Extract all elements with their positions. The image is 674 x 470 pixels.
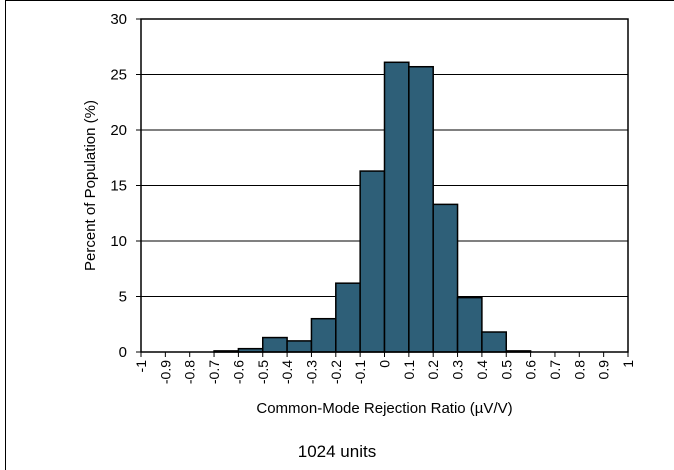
y-axis-ticks: 0 5 10 15 20 25 30 xyxy=(110,11,141,361)
x-tick-label: 0.3 xyxy=(450,360,466,380)
histogram-bar xyxy=(408,65,434,353)
x-tick-label: -0.2 xyxy=(328,360,344,384)
histogram-bar xyxy=(432,203,459,353)
x-axis-label: Common-Mode Rejection Ratio (µV/V) xyxy=(256,400,512,417)
x-tick-label: -0.3 xyxy=(303,360,319,384)
x-tick-label: -0.7 xyxy=(206,360,222,384)
histogram-bar xyxy=(262,336,288,353)
x-tick-label: 0.7 xyxy=(547,360,563,380)
x-tick-label: -0.8 xyxy=(182,360,198,384)
y-tick-label: 5 xyxy=(119,289,127,306)
histogram-bar xyxy=(286,340,313,353)
histogram-bars xyxy=(213,61,532,353)
x-tick-label: 0.5 xyxy=(498,360,514,380)
y-tick-label: 30 xyxy=(110,11,127,28)
x-tick-label: 1 xyxy=(620,360,636,368)
x-tick-label: 0 xyxy=(377,360,393,368)
y-axis-label: Percent of Population (%) xyxy=(82,100,99,271)
x-tick-label: 0.2 xyxy=(425,360,441,380)
y-tick-label: 0 xyxy=(119,344,127,361)
frame-border-top xyxy=(5,0,674,1)
units-caption: 1024 units xyxy=(297,442,377,461)
y-tick-label: 20 xyxy=(110,122,127,139)
x-tick-label: 0.9 xyxy=(596,360,612,380)
x-tick-label: -0.6 xyxy=(230,360,246,384)
frame-border-left xyxy=(5,0,6,470)
y-tick-label: 10 xyxy=(110,233,127,250)
x-tick-label: 0.6 xyxy=(523,360,539,380)
x-tick-label: -0.9 xyxy=(157,360,173,384)
x-tick-label: -0.5 xyxy=(255,360,271,384)
x-tick-label: 0.4 xyxy=(474,360,490,380)
x-tick-label: -0.1 xyxy=(352,360,368,384)
histogram-bar xyxy=(359,170,386,353)
histogram-bar xyxy=(383,61,410,353)
y-tick-label: 25 xyxy=(110,67,127,84)
histogram-bar xyxy=(456,296,483,353)
x-tick-label: 0.8 xyxy=(571,360,587,380)
x-tick-label: -0.4 xyxy=(279,360,295,384)
x-tick-label: 0.1 xyxy=(401,360,417,380)
histogram-bar xyxy=(310,317,337,353)
x-tick-label: -1 xyxy=(133,360,149,373)
x-axis-ticks: -1 -0.9 -0.8 -0.7 -0.6 -0.5 -0.4 -0.3 -0.2 -0.1 0 0… xyxy=(133,352,636,384)
histogram-bar xyxy=(481,331,507,353)
y-tick-label: 15 xyxy=(110,178,127,195)
histogram-bar xyxy=(335,282,361,353)
